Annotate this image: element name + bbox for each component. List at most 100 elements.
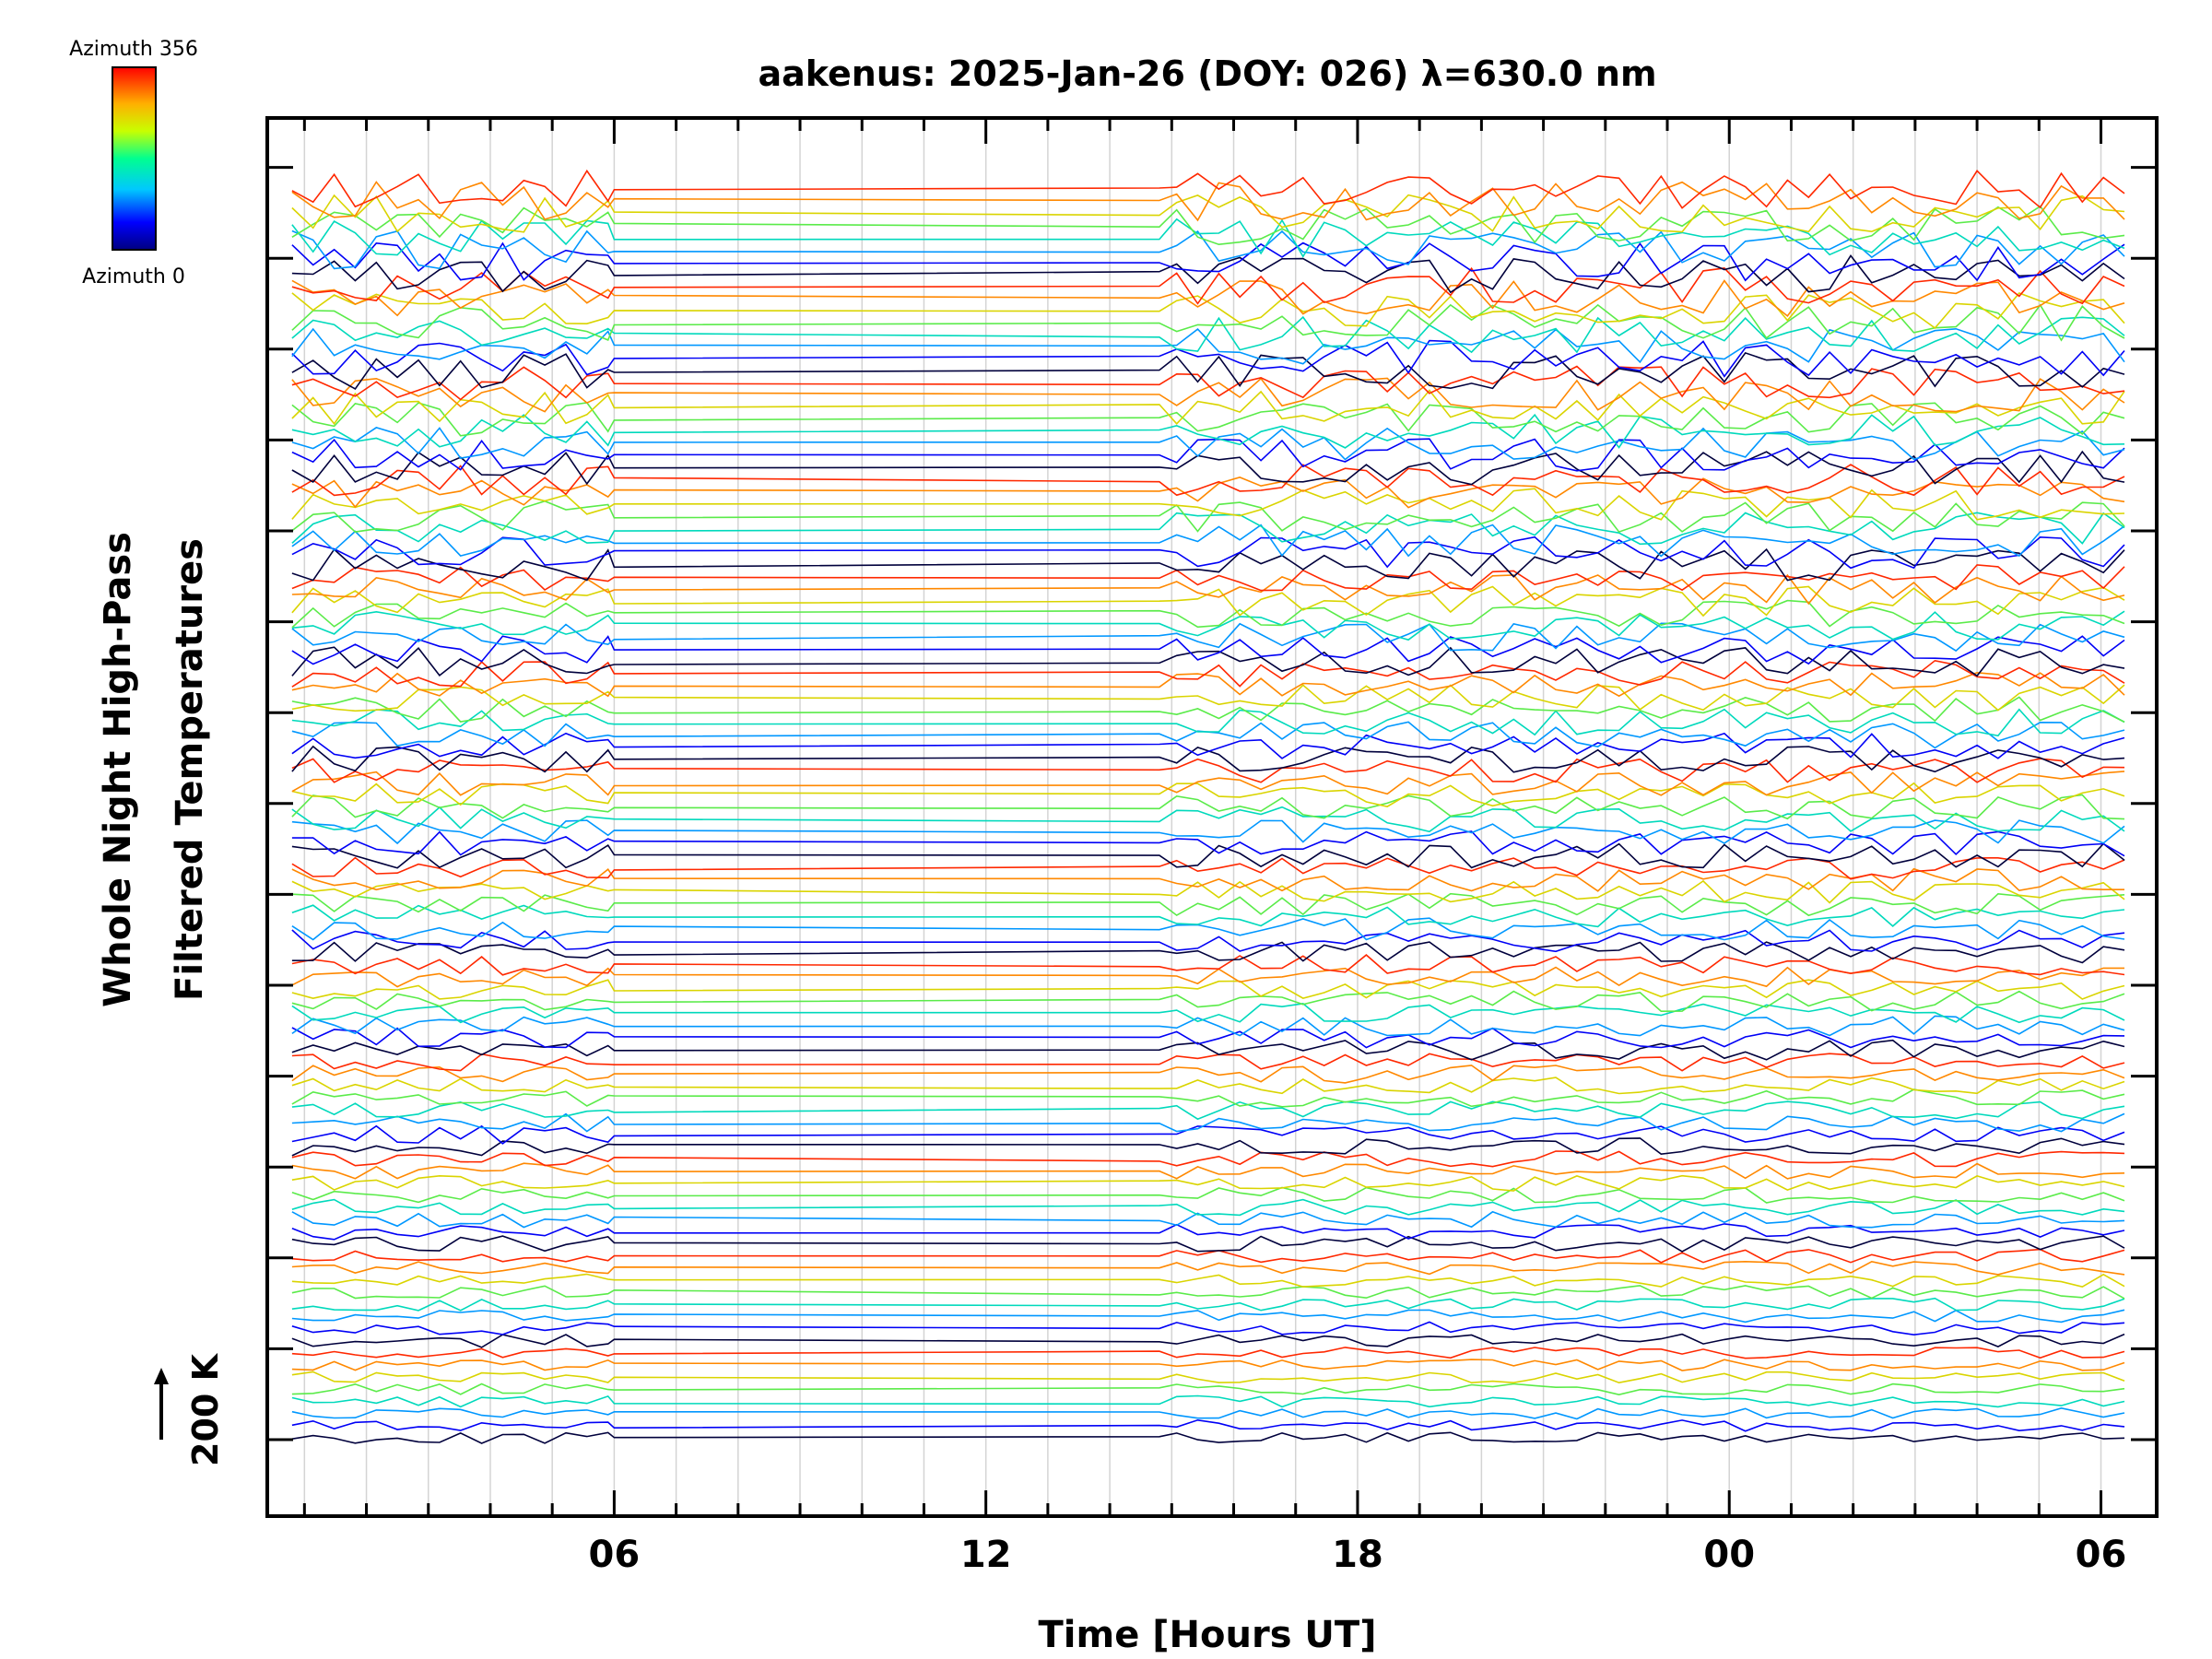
series-line xyxy=(291,438,2125,472)
series-line xyxy=(291,1015,2125,1037)
series-line xyxy=(291,732,2125,759)
series-line xyxy=(291,1088,2125,1108)
series-line xyxy=(291,1394,2125,1408)
series-line xyxy=(291,1273,2125,1288)
series-line xyxy=(291,1248,2125,1264)
series-line xyxy=(291,635,2125,665)
series-line xyxy=(291,524,2125,558)
series-line xyxy=(291,573,2125,606)
series-line xyxy=(291,389,2125,426)
series-line xyxy=(291,413,2125,449)
series-line xyxy=(291,205,2125,246)
series-line xyxy=(291,966,2124,988)
colorbar-gradient xyxy=(112,66,157,251)
series-line xyxy=(291,819,2125,845)
series-line xyxy=(291,782,2125,807)
series-line xyxy=(291,1333,2125,1348)
series-line xyxy=(291,1077,2125,1095)
series-line xyxy=(291,830,2125,857)
series-line xyxy=(291,1198,2125,1217)
grid-lines xyxy=(303,118,2102,1516)
series-line xyxy=(291,1027,2125,1049)
series-line xyxy=(291,990,2125,1013)
series-line xyxy=(291,1371,2125,1384)
series-line xyxy=(291,365,2125,401)
series-line xyxy=(291,867,2124,892)
series-line xyxy=(291,181,2125,222)
x-tick-label: 18 xyxy=(1332,1534,1383,1576)
series-line xyxy=(291,402,2125,437)
series-line xyxy=(291,1418,2125,1432)
series-line xyxy=(291,646,2125,677)
series-line xyxy=(291,1003,2125,1024)
series-line xyxy=(291,377,2125,413)
series-line xyxy=(291,1431,2125,1444)
series-line xyxy=(291,464,2125,497)
series-line xyxy=(291,659,2125,688)
series-line xyxy=(291,1359,2125,1371)
series-line xyxy=(291,450,2125,486)
series-line xyxy=(291,745,2125,773)
x-tick-label: 06 xyxy=(2076,1534,2127,1576)
series-line xyxy=(291,708,2125,737)
series-line xyxy=(291,1285,2125,1300)
series-line xyxy=(291,1297,2125,1312)
series-line xyxy=(291,1053,2125,1072)
series-line xyxy=(291,1406,2125,1420)
y-axis-title-line2: Filtered Temperatures xyxy=(169,538,211,1001)
series-line xyxy=(291,1150,2125,1168)
series-line xyxy=(291,1124,2125,1145)
series-line xyxy=(291,671,2125,698)
series-line xyxy=(291,929,2125,953)
series-line xyxy=(291,1137,2125,1157)
x-tick-labels: 06 12 18 00 06 xyxy=(589,1534,2127,1576)
series-line xyxy=(291,771,2125,796)
series-line xyxy=(291,1039,2125,1061)
x-axis-title: Time [Hours UT] xyxy=(1039,1614,1377,1656)
series-line xyxy=(291,794,2125,820)
series-line xyxy=(291,351,2125,390)
series-line xyxy=(291,610,2125,641)
series-line xyxy=(291,229,2125,270)
series-line xyxy=(291,500,2125,534)
series-line xyxy=(291,1186,2125,1204)
x-tick-label: 12 xyxy=(960,1534,1012,1576)
series-line xyxy=(291,1260,2125,1276)
series-line xyxy=(291,758,2125,783)
series-layer xyxy=(291,169,2125,1444)
series-line xyxy=(291,564,2125,592)
scale-bar-label: 200 K xyxy=(185,1352,226,1466)
series-line xyxy=(291,879,2125,904)
series-line xyxy=(291,254,2125,294)
series-line xyxy=(291,1112,2125,1133)
series-line xyxy=(291,1162,2125,1180)
series-line xyxy=(291,696,2125,724)
colorbar-top-label: Azimuth 356 xyxy=(69,38,198,61)
series-line xyxy=(291,904,2125,928)
series-line xyxy=(291,585,2125,618)
series-line xyxy=(291,1382,2125,1396)
series-line xyxy=(291,842,2125,869)
colorbar-bottom-label: Azimuth 0 xyxy=(82,265,185,288)
series-line xyxy=(291,477,2125,509)
series-line xyxy=(291,1100,2125,1121)
series-line xyxy=(291,1321,2125,1336)
series-line xyxy=(291,856,2125,880)
axis-ticks xyxy=(267,118,2157,1516)
series-line xyxy=(291,169,2125,209)
series-line xyxy=(291,427,2125,461)
series-line xyxy=(291,547,2125,582)
series-line xyxy=(291,941,2125,964)
plot-frame xyxy=(265,116,2159,1518)
series-line xyxy=(291,339,2125,378)
series-line xyxy=(291,1174,2125,1192)
series-line xyxy=(291,241,2125,282)
series-line xyxy=(291,194,2125,233)
series-line xyxy=(291,684,2125,712)
series-line xyxy=(291,599,2125,629)
scale-bar: 200 K xyxy=(154,1352,226,1466)
series-line xyxy=(291,622,2125,653)
series-line xyxy=(291,806,2125,833)
series-line xyxy=(291,303,2125,342)
